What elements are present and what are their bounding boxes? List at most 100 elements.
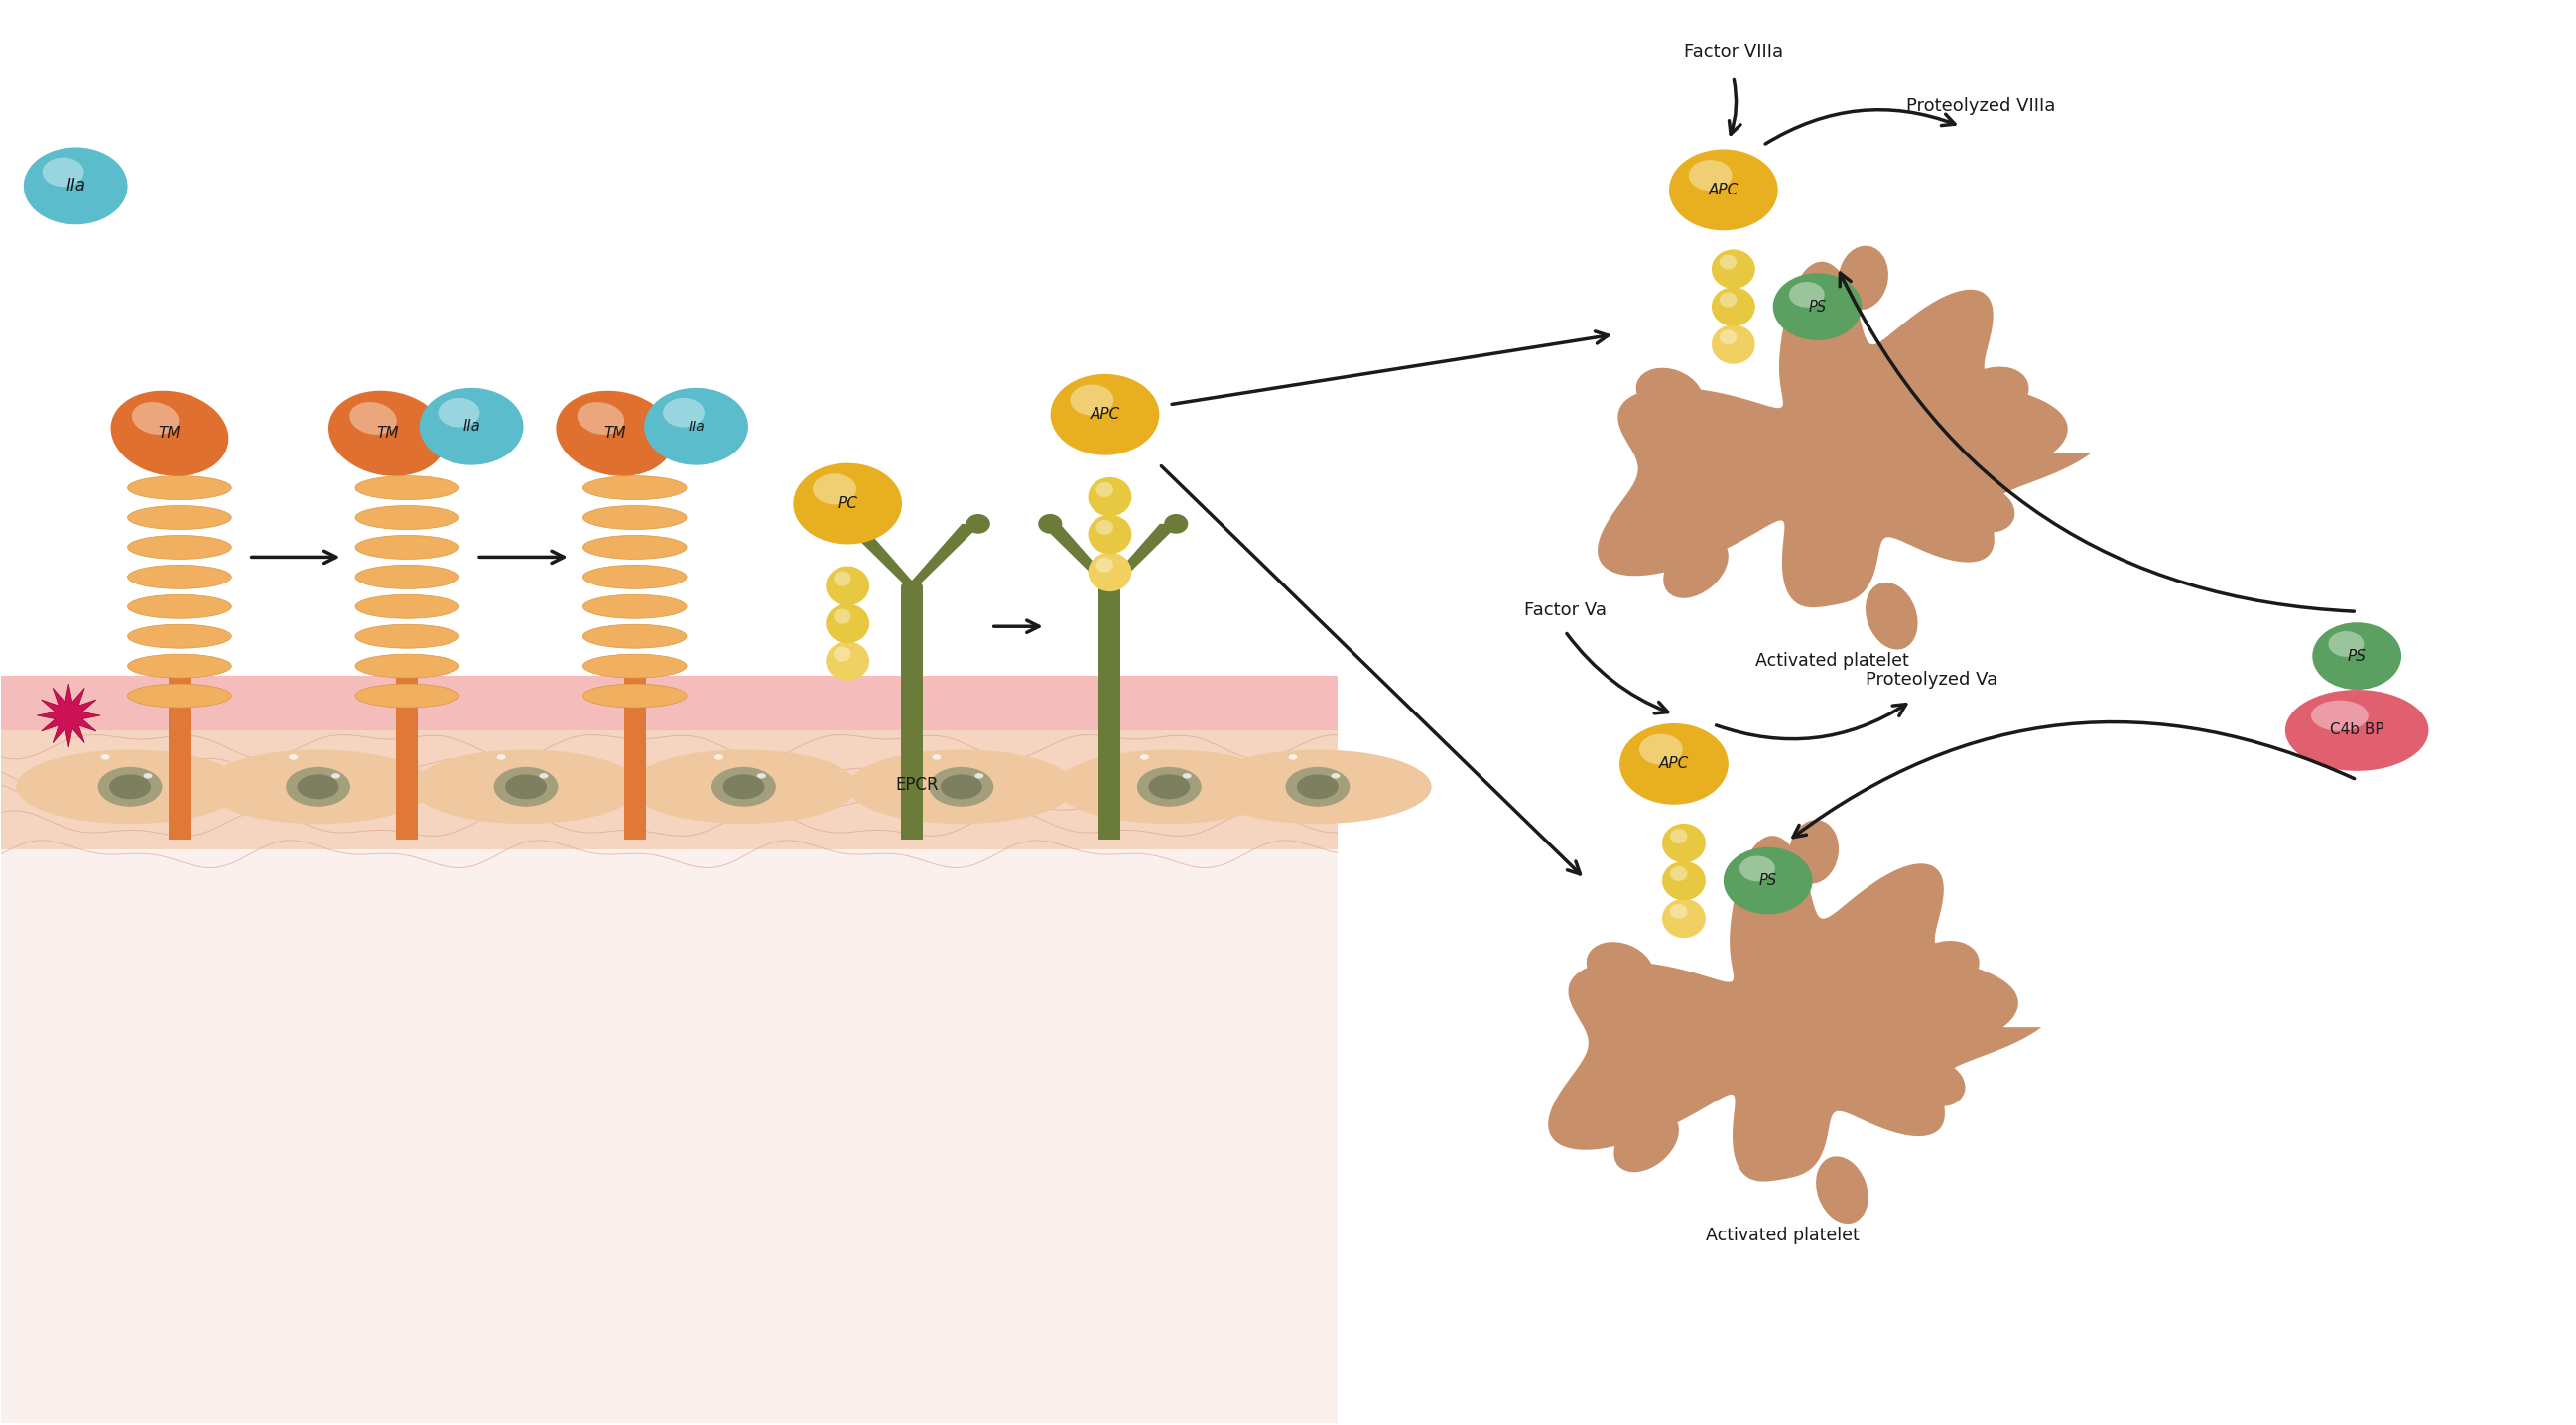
Ellipse shape [1906, 1060, 1965, 1106]
Ellipse shape [1662, 861, 1705, 901]
Ellipse shape [1739, 856, 1775, 882]
Ellipse shape [757, 774, 765, 778]
Ellipse shape [355, 536, 459, 559]
Ellipse shape [2329, 631, 2365, 657]
Text: PS: PS [2347, 648, 2367, 664]
Bar [902, 675, 922, 839]
Ellipse shape [355, 594, 459, 618]
Ellipse shape [355, 684, 459, 708]
Ellipse shape [497, 754, 505, 760]
Ellipse shape [1718, 292, 1736, 308]
Ellipse shape [940, 774, 981, 799]
Ellipse shape [412, 750, 639, 824]
Text: IIa: IIa [64, 177, 85, 195]
Ellipse shape [144, 774, 152, 778]
Ellipse shape [1288, 754, 1298, 760]
Ellipse shape [582, 684, 688, 708]
Ellipse shape [100, 754, 111, 760]
Ellipse shape [1613, 1112, 1680, 1173]
Ellipse shape [1690, 160, 1731, 191]
Polygon shape [907, 524, 981, 587]
Polygon shape [1597, 262, 2092, 607]
Ellipse shape [582, 654, 688, 678]
Ellipse shape [1087, 477, 1131, 516]
Bar [1100, 587, 1121, 675]
Ellipse shape [930, 767, 994, 807]
Ellipse shape [438, 398, 479, 428]
Ellipse shape [129, 476, 232, 500]
Ellipse shape [848, 750, 1074, 824]
Ellipse shape [350, 402, 397, 435]
Ellipse shape [1669, 866, 1687, 881]
Ellipse shape [662, 398, 703, 428]
Polygon shape [1548, 835, 2043, 1181]
Ellipse shape [933, 754, 940, 760]
Ellipse shape [111, 390, 229, 476]
Polygon shape [1105, 524, 1180, 587]
Ellipse shape [582, 566, 688, 589]
Ellipse shape [1095, 520, 1113, 534]
Ellipse shape [711, 767, 775, 807]
Ellipse shape [1638, 734, 1682, 765]
Text: Proteolyzed VIIIa: Proteolyzed VIIIa [1906, 97, 2056, 115]
Bar [167, 675, 191, 839]
Ellipse shape [355, 566, 459, 589]
Ellipse shape [1087, 553, 1131, 591]
Ellipse shape [1710, 325, 1754, 363]
Ellipse shape [1664, 537, 1728, 598]
Ellipse shape [355, 476, 459, 500]
Ellipse shape [129, 536, 232, 559]
Ellipse shape [827, 641, 868, 681]
Ellipse shape [556, 390, 675, 476]
Ellipse shape [332, 774, 340, 778]
Ellipse shape [355, 506, 459, 530]
Ellipse shape [1141, 754, 1149, 760]
Text: Activated platelet: Activated platelet [1757, 653, 1909, 670]
Ellipse shape [814, 473, 855, 504]
Ellipse shape [1587, 942, 1654, 995]
Ellipse shape [15, 750, 245, 824]
Ellipse shape [827, 604, 868, 643]
Ellipse shape [902, 580, 922, 593]
Ellipse shape [1839, 245, 1888, 309]
Polygon shape [1041, 524, 1115, 587]
Ellipse shape [1710, 249, 1754, 289]
Ellipse shape [835, 571, 850, 586]
Ellipse shape [327, 390, 446, 476]
Text: Activated platelet: Activated platelet [1705, 1226, 1860, 1244]
Ellipse shape [582, 536, 688, 559]
Bar [3, 675, 1337, 731]
Ellipse shape [1788, 282, 1824, 308]
Ellipse shape [1285, 767, 1350, 807]
Ellipse shape [1164, 514, 1188, 533]
Ellipse shape [2311, 700, 2367, 731]
Bar [1100, 675, 1121, 839]
Ellipse shape [1095, 482, 1113, 497]
Ellipse shape [1669, 829, 1687, 844]
Ellipse shape [129, 566, 232, 589]
Ellipse shape [1662, 899, 1705, 938]
Text: Proteolyzed Va: Proteolyzed Va [1865, 671, 1996, 688]
Text: TM: TM [603, 426, 626, 440]
Ellipse shape [827, 566, 868, 606]
Ellipse shape [1662, 824, 1705, 862]
Ellipse shape [129, 624, 232, 648]
Ellipse shape [1772, 274, 1862, 341]
Ellipse shape [538, 774, 549, 778]
Ellipse shape [23, 147, 129, 225]
Ellipse shape [355, 654, 459, 678]
Text: TM: TM [160, 426, 180, 440]
Ellipse shape [2285, 690, 2429, 771]
Ellipse shape [1056, 750, 1283, 824]
Ellipse shape [1296, 774, 1340, 799]
Ellipse shape [505, 774, 546, 799]
Ellipse shape [793, 463, 902, 544]
Text: PC: PC [837, 496, 858, 512]
Ellipse shape [1087, 514, 1131, 554]
Ellipse shape [1620, 724, 1728, 805]
Ellipse shape [1332, 774, 1340, 778]
Ellipse shape [1636, 368, 1703, 420]
Ellipse shape [1710, 286, 1754, 326]
Ellipse shape [1953, 366, 2030, 425]
Ellipse shape [129, 654, 232, 678]
